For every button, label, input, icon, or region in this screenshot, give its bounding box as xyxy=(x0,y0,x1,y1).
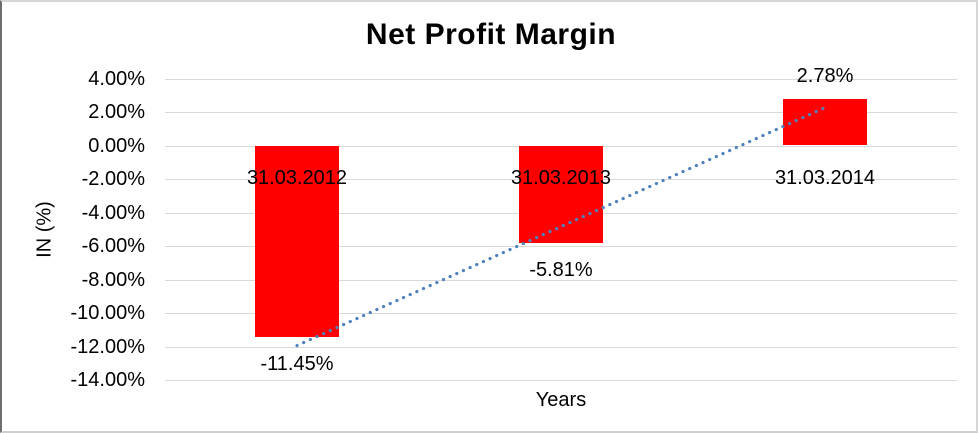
y-axis-tick-label: -10.00% xyxy=(70,302,146,324)
gridline xyxy=(165,347,957,348)
chart-title: Net Profit Margin xyxy=(365,18,617,51)
y-axis-tick-label: -4.00% xyxy=(81,202,145,224)
y-axis-tick-label: -14.00% xyxy=(70,369,146,391)
x-axis-title: Years xyxy=(535,389,587,411)
y-axis-tick-label: -6.00% xyxy=(81,235,145,257)
category-label: 31.03.2014 xyxy=(774,167,876,189)
category-label: 31.03.2013 xyxy=(510,167,612,189)
gridline xyxy=(165,79,957,80)
chart-bar xyxy=(783,99,867,145)
category-label: 31.03.2012 xyxy=(246,167,348,189)
chart-bar xyxy=(519,146,603,243)
y-axis-tick-label: 4.00% xyxy=(88,68,145,90)
y-axis-tick-label: -12.00% xyxy=(70,336,146,358)
y-axis-tick-label: 2.00% xyxy=(88,101,145,123)
gridline xyxy=(165,380,957,381)
data-label: -11.45% xyxy=(260,353,334,375)
y-axis-tick-label: -2.00% xyxy=(81,168,145,190)
data-label: 2.78% xyxy=(796,65,854,87)
y-axis-tick-label: -8.00% xyxy=(81,269,145,291)
data-label: -5.81% xyxy=(529,259,593,281)
y-axis-tick-label: 0.00% xyxy=(88,135,145,157)
